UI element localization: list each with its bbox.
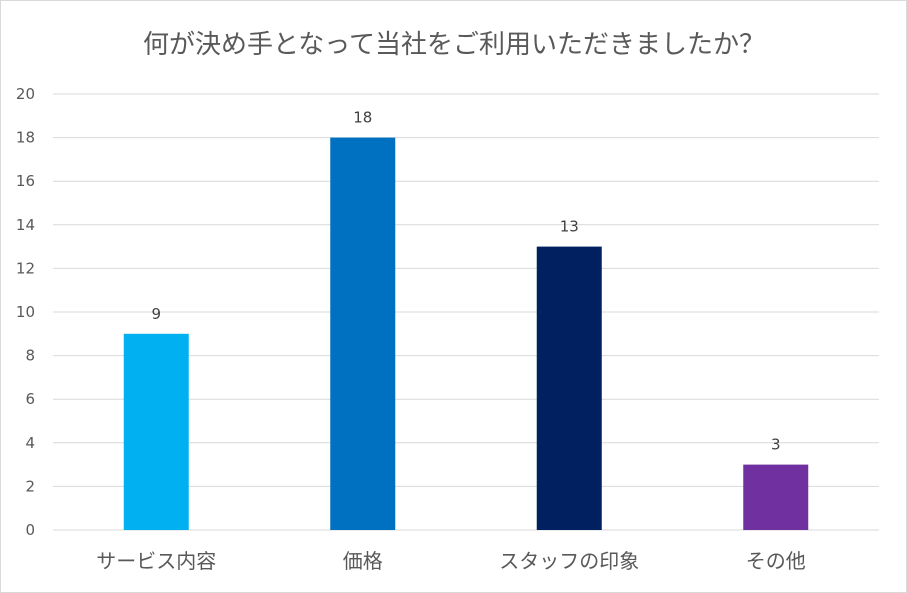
y-tick-label: 10: [16, 303, 35, 321]
category-label-1: サービス内容: [96, 549, 216, 573]
bar-3: [536, 246, 602, 530]
gridlines: [53, 93, 879, 531]
bar-1: [123, 333, 189, 530]
bar-2: [330, 137, 396, 530]
data-label-3: 13: [560, 218, 579, 236]
category-label-3: スタッフの印象: [499, 549, 639, 573]
y-tick-label: 4: [25, 434, 35, 452]
y-tick-label: 8: [25, 347, 35, 365]
chart-title: 何が決め手となって当社をご利用いただきましたか？: [143, 30, 765, 60]
data-label-4: 3: [771, 436, 781, 454]
y-tick-label: 14: [16, 216, 35, 234]
category-label-4: その他: [746, 549, 806, 573]
data-label-1: 9: [151, 305, 161, 323]
y-tick-label: 18: [16, 129, 35, 147]
bars: [123, 137, 809, 530]
y-tick-label: 6: [25, 390, 35, 408]
y-tick-label: 2: [25, 477, 35, 495]
data-labels: 9 18 13 3: [151, 109, 780, 454]
y-tick-label: 0: [25, 521, 35, 539]
y-tick-label: 12: [16, 259, 35, 277]
y-tick-label: 20: [16, 85, 35, 103]
category-label-2: 価格: [343, 549, 383, 573]
data-label-2: 18: [353, 109, 372, 127]
x-axis-categories: サービス内容 価格 スタッフの印象 その他: [96, 549, 806, 573]
bar-4: [743, 464, 809, 530]
y-axis-ticks: 0 2 4 6 8 10 12 14 16 18 20: [16, 85, 35, 539]
y-tick-label: 16: [16, 172, 35, 190]
